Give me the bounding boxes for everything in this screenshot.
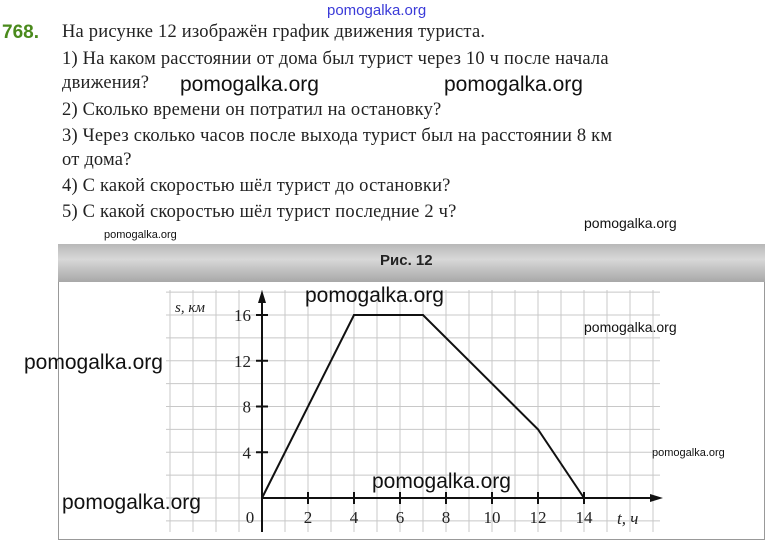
data-point	[353, 314, 355, 316]
data-point	[422, 314, 424, 316]
x-tick-label: 8	[442, 508, 451, 527]
y-tick-label: 4	[243, 443, 252, 462]
watermark: pomogalka.org	[652, 447, 725, 459]
question-5: 5) С какой скоростью шёл турист последни…	[62, 202, 457, 222]
problem-intro: На рисунке 12 изображён график движения …	[62, 22, 486, 42]
question-3: 3) Через сколько часов после выхода тури…	[62, 126, 613, 146]
watermark: pomogalka.org	[444, 73, 583, 96]
question-4: 4) С какой скоростью шёл турист до остан…	[62, 176, 451, 196]
x-tick-label: 6	[396, 508, 405, 527]
x-tick-label: 4	[350, 508, 359, 527]
question-3-cont: от дома?	[62, 150, 132, 170]
data-point	[261, 497, 263, 499]
x-tick-label: 12	[530, 508, 547, 527]
data-point	[537, 428, 539, 431]
watermark: pomogalka.org	[305, 284, 444, 307]
watermark: pomogalka.org	[104, 229, 177, 241]
data-point	[583, 497, 585, 499]
watermark: pomogalka.org	[62, 491, 201, 514]
question-1: 1) На каком расстоянии от дома был турис…	[62, 49, 609, 69]
y-tick-label: 16	[234, 306, 251, 325]
watermark: pomogalka.org	[24, 351, 163, 374]
figure-caption: Рис. 12	[380, 252, 433, 269]
y-tick-label: 8	[243, 398, 252, 417]
y-tick-label: 12	[234, 352, 251, 371]
y-axis-arrow	[258, 290, 266, 303]
watermark: pomogalka.org	[327, 2, 427, 19]
figure-caption-band	[58, 244, 765, 282]
watermark: pomogalka.org	[180, 73, 319, 96]
question-2: 2) Сколько времени он потратил на остано…	[62, 100, 442, 120]
x-tick-label: 10	[484, 508, 501, 527]
x-tick-label: 14	[576, 508, 594, 527]
problem-number: 768.	[2, 22, 39, 43]
x-tick-label: 0	[246, 508, 255, 527]
x-axis-label: t, ч	[617, 509, 638, 528]
y-axis-label: s, км	[175, 300, 205, 316]
watermark: pomogalka.org	[584, 319, 677, 335]
question-1-cont: движения?	[62, 73, 150, 93]
x-tick-label: 2	[304, 508, 313, 527]
x-axis-arrow	[650, 494, 663, 502]
watermark: pomogalka.org	[584, 215, 677, 231]
watermark: pomogalka.org	[372, 470, 511, 493]
